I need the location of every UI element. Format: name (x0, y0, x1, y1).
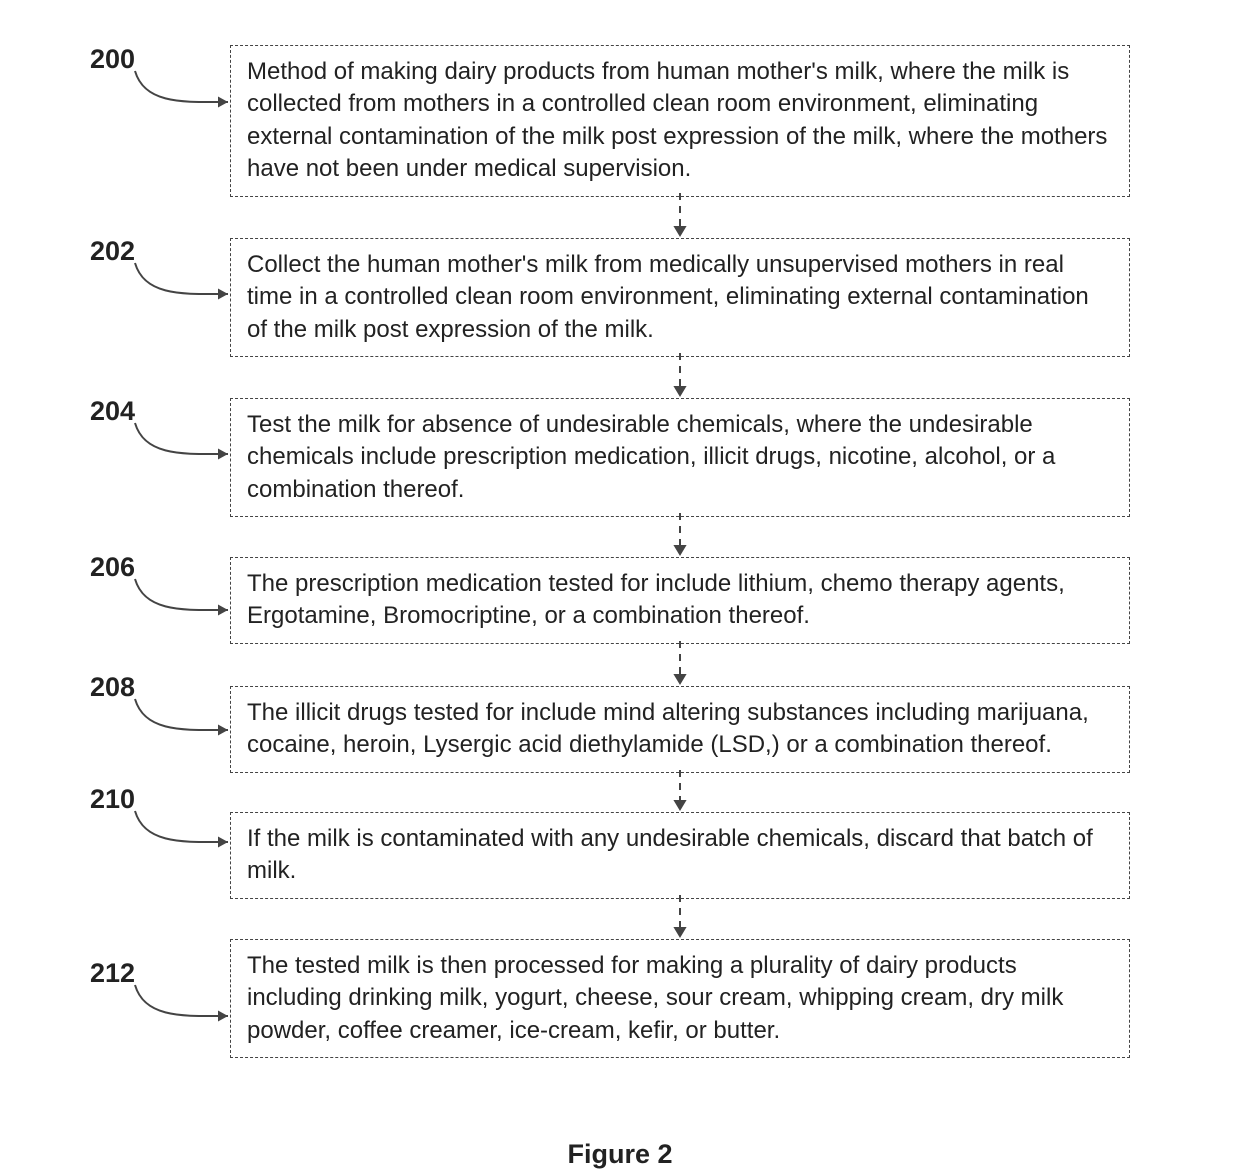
label-pointer-212 (130, 983, 240, 1043)
step-label-212: 212 (90, 958, 135, 989)
flowchart-step-208: The illicit drugs tested for include min… (230, 686, 1130, 773)
flow-arrow-210-to-212 (665, 893, 695, 939)
step-label-202: 202 (90, 236, 135, 267)
flowchart-step-206: The prescription medication tested for i… (230, 557, 1130, 644)
flowchart-step-212: The tested milk is then processed for ma… (230, 939, 1130, 1058)
flow-arrow-204-to-206 (665, 511, 695, 557)
flowchart-canvas: Method of making dairy products from hum… (0, 0, 1240, 1171)
step-label-206: 206 (90, 552, 135, 583)
step-label-text: 204 (90, 396, 135, 426)
step-label-text: 202 (90, 236, 135, 266)
flow-arrow-206-to-208 (665, 639, 695, 686)
step-label-text: 206 (90, 552, 135, 582)
step-label-210: 210 (90, 784, 135, 815)
label-pointer-206 (130, 577, 240, 637)
flow-arrow-200-to-202 (665, 191, 695, 238)
flowchart-step-202: Collect the human mother's milk from med… (230, 238, 1130, 357)
step-text: Method of making dairy products from hum… (247, 58, 1107, 182)
step-label-text: 212 (90, 958, 135, 988)
label-pointer-210 (130, 809, 240, 869)
step-label-208: 208 (90, 672, 135, 703)
flowchart-step-200: Method of making dairy products from hum… (230, 45, 1130, 197)
step-text: The prescription medication tested for i… (247, 570, 1065, 629)
flowchart-step-204: Test the milk for absence of undesirable… (230, 398, 1130, 517)
step-label-text: 210 (90, 784, 135, 814)
step-label-204: 204 (90, 396, 135, 427)
step-text: Collect the human mother's milk from med… (247, 251, 1089, 343)
step-label-text: 208 (90, 672, 135, 702)
step-text: Test the milk for absence of undesirable… (247, 411, 1055, 503)
label-pointer-208 (130, 697, 240, 757)
step-text: The illicit drugs tested for include min… (247, 699, 1089, 758)
figure-title-text: Figure 2 (567, 1139, 672, 1169)
label-pointer-202 (130, 261, 240, 321)
flowchart-step-210: If the milk is contaminated with any und… (230, 812, 1130, 899)
label-pointer-200 (130, 69, 240, 129)
step-text: The tested milk is then processed for ma… (247, 952, 1063, 1044)
step-label-text: 200 (90, 44, 135, 74)
flow-arrow-202-to-204 (665, 351, 695, 398)
step-label-200: 200 (90, 44, 135, 75)
step-text: If the milk is contaminated with any und… (247, 825, 1093, 884)
flow-arrow-208-to-210 (665, 768, 695, 812)
label-pointer-204 (130, 421, 240, 481)
figure-title: Figure 2 (0, 1139, 1240, 1170)
